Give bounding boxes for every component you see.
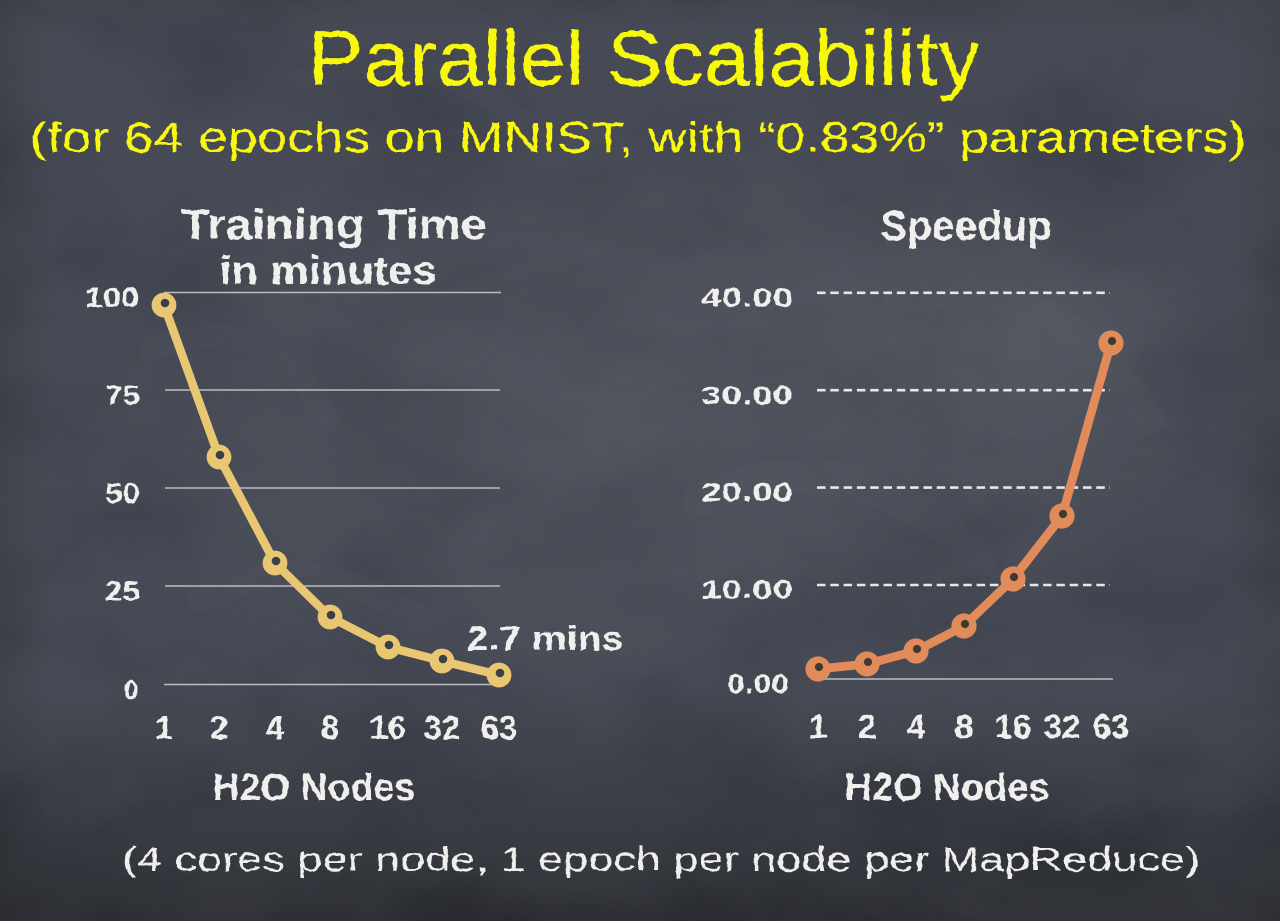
svg-text:4: 4: [907, 708, 926, 745]
svg-text:0.00: 0.00: [727, 669, 789, 699]
svg-text:0: 0: [124, 674, 138, 705]
svg-text:4: 4: [266, 709, 285, 746]
svg-text:1: 1: [155, 709, 173, 746]
svg-text:32: 32: [424, 709, 461, 746]
svg-text:32: 32: [1044, 708, 1081, 745]
svg-text:40.00: 40.00: [701, 282, 793, 312]
svg-text:63: 63: [481, 709, 518, 746]
svg-text:Speedup: Speedup: [880, 202, 1052, 249]
svg-text:50: 50: [105, 478, 140, 509]
svg-text:2: 2: [858, 708, 876, 745]
svg-text:Training Time: Training Time: [181, 201, 487, 249]
svg-text:8: 8: [955, 708, 973, 745]
svg-text:100: 100: [85, 282, 139, 313]
svg-text:16: 16: [995, 708, 1032, 745]
svg-text:1: 1: [809, 708, 827, 745]
svg-text:2: 2: [210, 709, 228, 746]
svg-text:75: 75: [105, 380, 140, 411]
svg-text:25: 25: [105, 576, 140, 607]
svg-text:10.00: 10.00: [701, 575, 793, 605]
svg-text:16: 16: [370, 709, 407, 746]
svg-text:H2O Nodes: H2O Nodes: [213, 767, 416, 809]
svg-text:63: 63: [1093, 708, 1130, 745]
svg-text:H2O Nodes: H2O Nodes: [845, 767, 1050, 809]
svg-text:Parallel Scalability: Parallel Scalability: [308, 14, 980, 102]
svg-text:(for 64 epochs on MNIST, with: (for 64 epochs on MNIST, with “0.83%” pa…: [30, 114, 1247, 162]
svg-text:2.7 mins: 2.7 mins: [467, 620, 624, 658]
svg-text:20.00: 20.00: [701, 477, 793, 507]
svg-text:8: 8: [321, 709, 339, 746]
svg-text:in minutes: in minutes: [220, 249, 437, 293]
svg-text:(4 cores per node, 1 epoch per: (4 cores per node, 1 epoch per node per …: [122, 841, 1200, 879]
svg-text:30.00: 30.00: [701, 380, 793, 410]
